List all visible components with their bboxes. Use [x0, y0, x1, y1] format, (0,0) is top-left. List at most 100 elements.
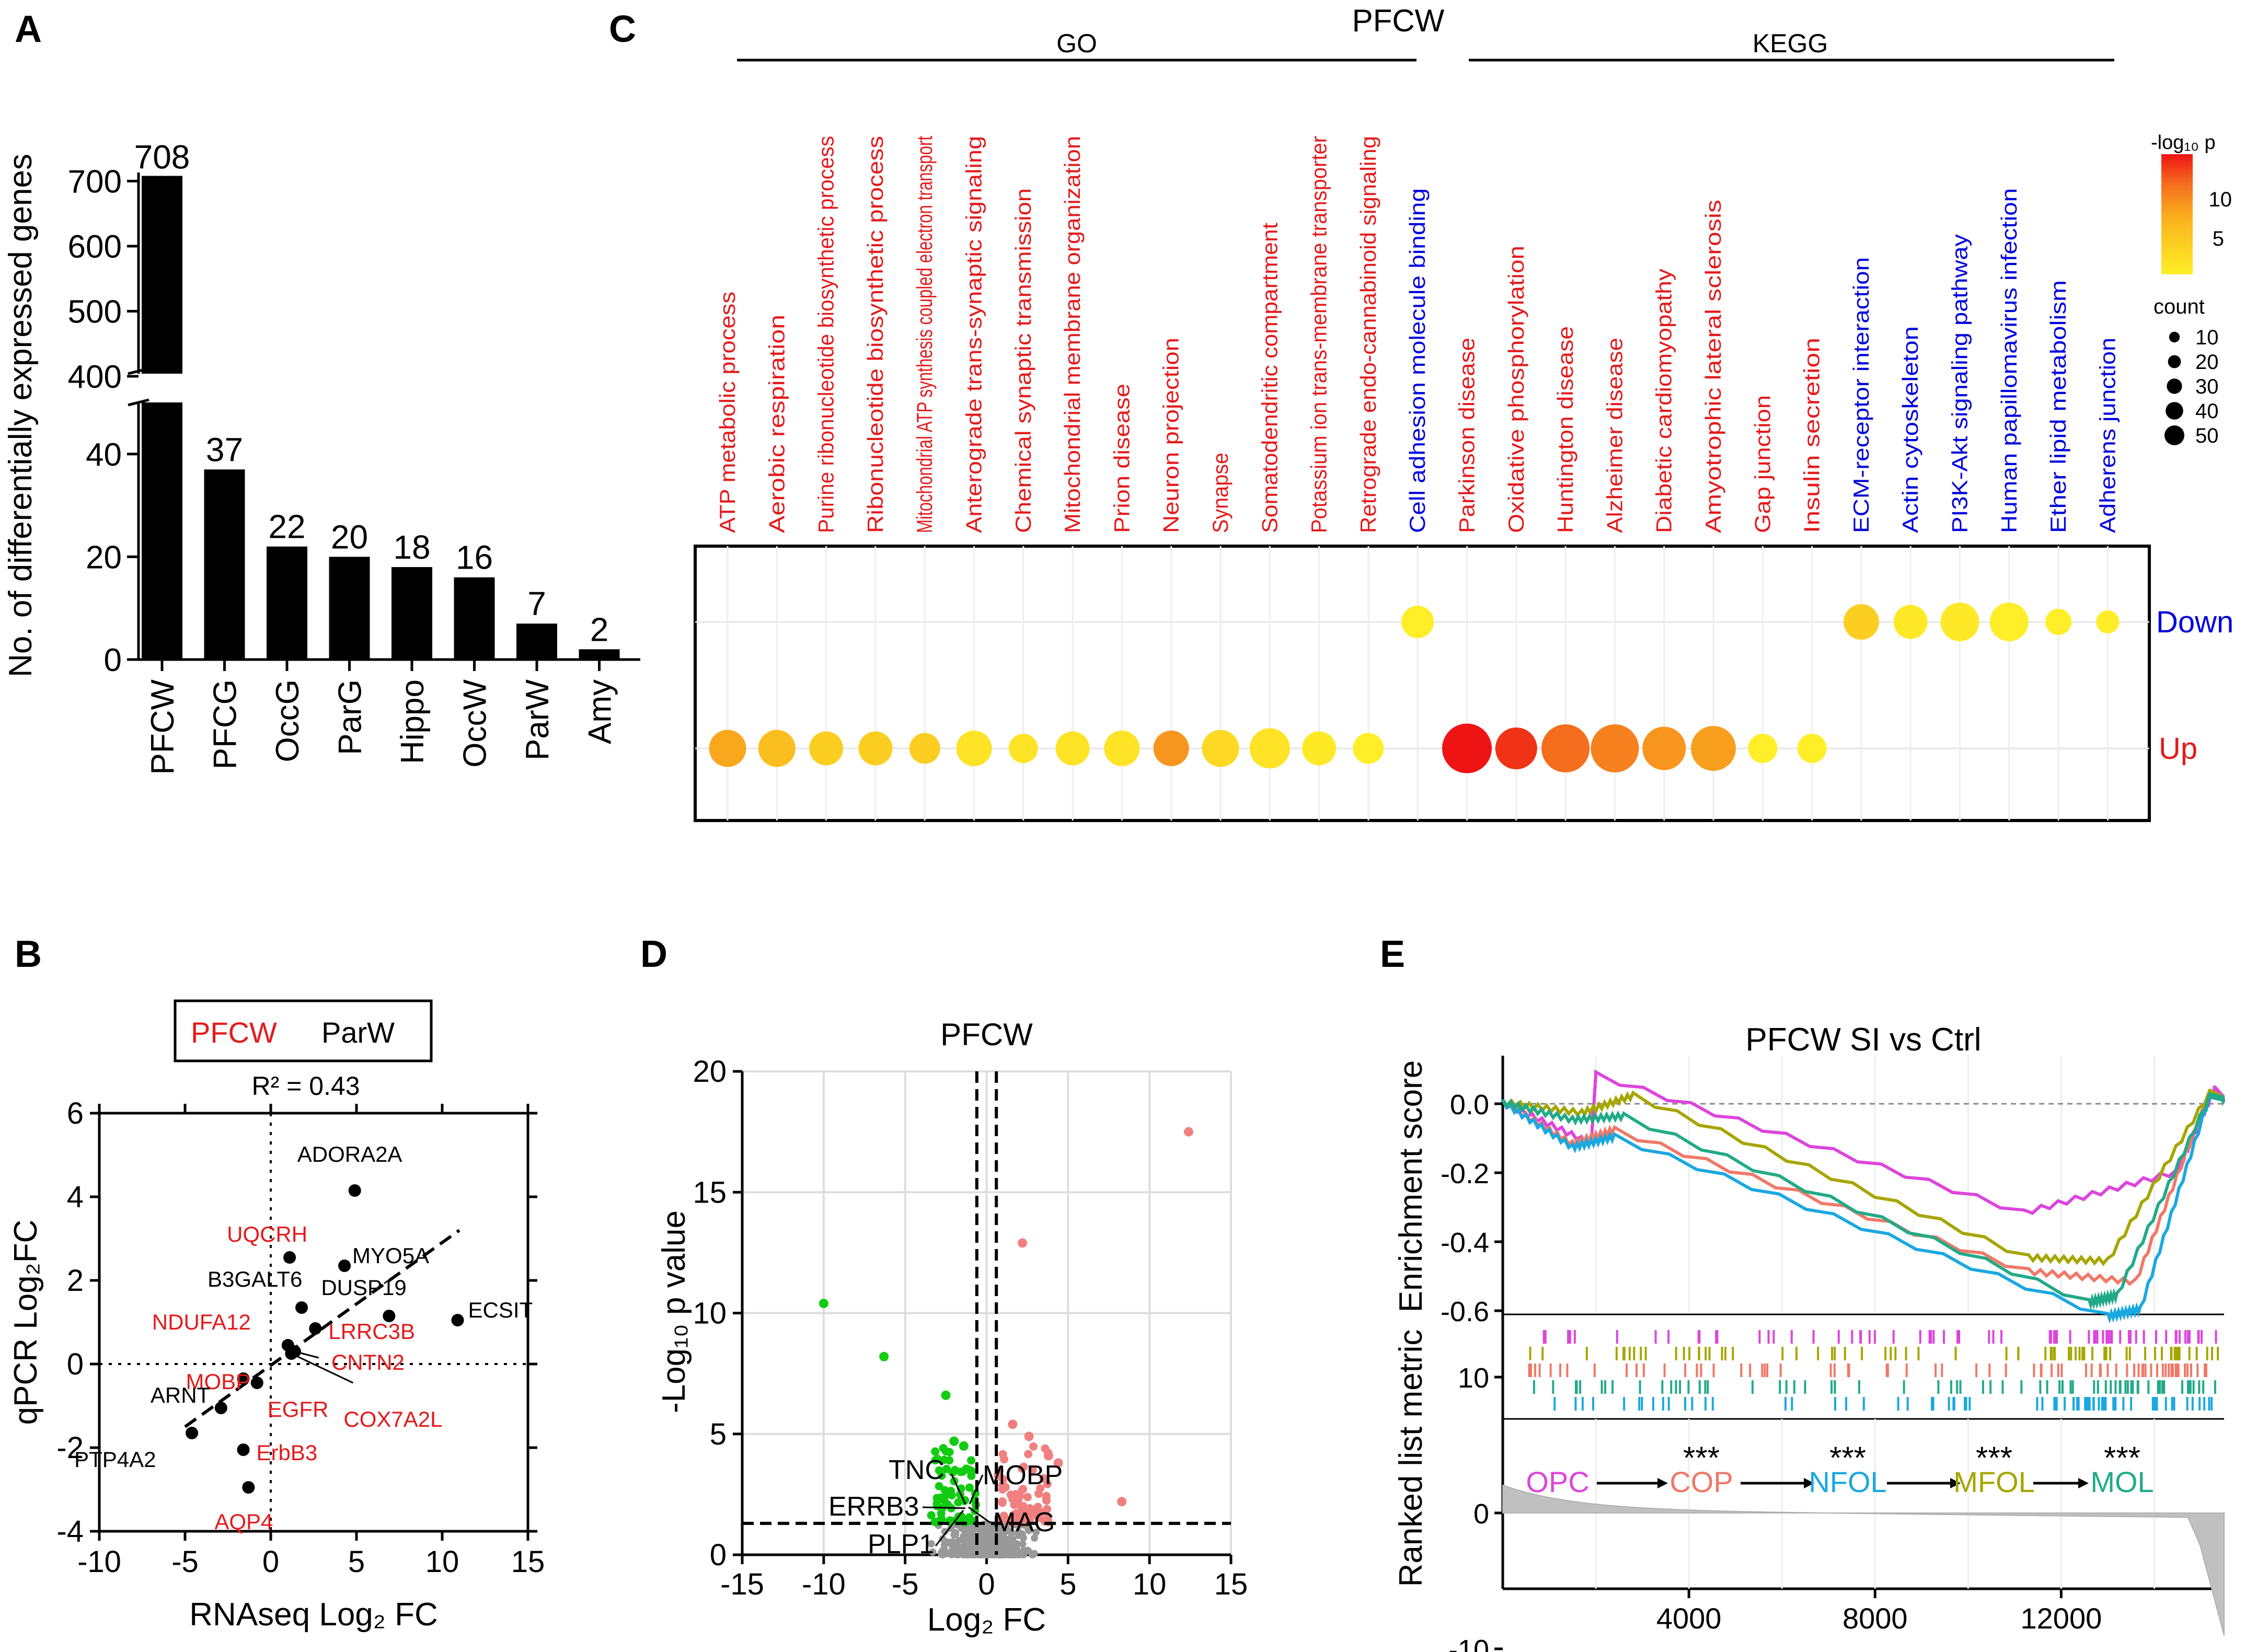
size-legend-label: 20 [2195, 351, 2219, 374]
y-tick-label: 5 [710, 1417, 727, 1451]
background-point [961, 1538, 969, 1546]
term-label: Amyotrophic lateral sclerosis [1701, 200, 1725, 533]
up-point [1033, 1503, 1042, 1511]
gene-label: ERRB3 [828, 1492, 919, 1522]
data-point [250, 1377, 263, 1389]
significance-label: *** [2104, 1440, 2140, 1475]
up-point [1041, 1444, 1050, 1453]
point-label: B3GALT6 [208, 1267, 302, 1291]
group-label-go: GO [1056, 29, 1097, 58]
term-label: Mitochondrial ATP synthesis coupled elec… [912, 136, 937, 533]
term-label: Insulin secretion [1800, 338, 1824, 533]
gene-label: TNC [889, 1455, 945, 1485]
highlight-point [1024, 1431, 1034, 1441]
background-point [1016, 1551, 1023, 1558]
data-point [295, 1301, 308, 1314]
axis-break-mark [128, 398, 149, 407]
enrichment-dot [1008, 734, 1038, 763]
point-label: LRRC3B [328, 1319, 415, 1344]
x-tick-label: PFCW [145, 679, 181, 775]
term-label: Retrograde endo-cannabinoid signaling [1356, 136, 1380, 533]
x-tick-label: 5 [348, 1545, 365, 1579]
enrichment-dot [1495, 727, 1537, 769]
x-tick-label: -10 [802, 1567, 846, 1601]
enrichment-dot [2096, 610, 2120, 633]
trajectory-label: MOL [2090, 1465, 2154, 1498]
panel-label-c: C [609, 8, 636, 50]
y-axis-label-es: Enrichment score [1393, 1060, 1429, 1312]
up-point [1025, 1510, 1034, 1519]
arrow-head [1804, 1478, 1814, 1488]
highlight-point [941, 1390, 951, 1400]
background-point [949, 1546, 957, 1554]
x-tick-label: ParG [332, 679, 369, 755]
background-point [996, 1538, 1004, 1545]
background-point [956, 1547, 964, 1555]
chart-title: PFCW SI vs Ctrl [1745, 1022, 1981, 1058]
data-point [348, 1184, 361, 1197]
panel-a-bar-chart: 400 500 600 700 0 20 40 No. of differentially e… [3, 138, 640, 775]
enrichment-dot [858, 731, 893, 766]
term-label: Parkinson disease [1455, 338, 1479, 533]
background-point [1005, 1536, 1013, 1544]
row-label-up: Up [2159, 732, 2197, 766]
y-tick-label: 6 [67, 1096, 84, 1130]
data-point [338, 1260, 351, 1272]
enrichment-dot [1202, 730, 1239, 767]
data-point [283, 1251, 296, 1264]
colorbar-tick: 10 [2209, 188, 2232, 211]
enrichment-dot [956, 731, 992, 766]
background-point [984, 1531, 992, 1539]
x-tick-label: OccG [270, 679, 306, 762]
bar-value-label: 7 [527, 585, 546, 622]
y-tick-label: 2 [67, 1264, 84, 1298]
y-axis-label: No. of differentially expressed genes [3, 154, 39, 677]
size-legend-title: count [2154, 295, 2205, 318]
x-tick-label: 15 [511, 1545, 545, 1579]
size-legend-label: 30 [2195, 375, 2219, 398]
panel-label-d: D [640, 933, 667, 975]
enrichment-dot [1249, 728, 1290, 769]
point-label: DUSP19 [321, 1275, 406, 1300]
es-curve [1501, 1089, 2226, 1266]
background-point [1019, 1540, 1027, 1548]
data-point [186, 1427, 199, 1439]
x-tick-label: 12000 [2021, 1602, 2102, 1635]
y-tick-label: 400 [68, 359, 122, 395]
leader-line [922, 1506, 966, 1509]
term-label: Adherens junction [2095, 338, 2120, 533]
down-point [932, 1454, 941, 1463]
y-tick-label: 0 [104, 642, 122, 678]
point-label: AQP4 [214, 1509, 273, 1534]
highlight-point [1008, 1419, 1018, 1429]
background-point [968, 1536, 975, 1544]
significance-label: *** [1829, 1440, 1866, 1475]
enrichment-dot [1353, 733, 1384, 764]
panel-label-b: B [15, 933, 42, 975]
y-tick-label: 0.0 [1450, 1089, 1489, 1120]
down-point [965, 1483, 974, 1492]
bar [204, 469, 245, 660]
term-label: Huntington disease [1553, 326, 1577, 533]
enrichment-dot [1153, 731, 1189, 766]
up-point [1008, 1495, 1017, 1504]
enrichment-dot [1797, 734, 1827, 763]
background-point [1001, 1542, 1009, 1550]
background-point [929, 1548, 937, 1556]
term-label: Neuron projection [1159, 338, 1183, 533]
enrichment-dot [1541, 724, 1590, 772]
down-point [937, 1509, 946, 1518]
down-point [945, 1448, 954, 1457]
x-tick-label: 10 [1133, 1567, 1167, 1601]
background-point [969, 1528, 976, 1536]
enrichment-dot [1989, 603, 2029, 641]
trajectory-label: NFOL [1809, 1465, 1886, 1498]
chart-title: PFCW [1352, 3, 1445, 38]
y-tick-label: 500 [68, 294, 122, 330]
point-label: UQCRH [227, 1222, 307, 1246]
y-tick-label: 0 [1473, 1498, 1489, 1530]
y-tick-label: 15 [693, 1175, 727, 1209]
background-point [1024, 1525, 1032, 1533]
up-point [1018, 1514, 1027, 1523]
term-label: ATP metabolic process [715, 292, 740, 533]
